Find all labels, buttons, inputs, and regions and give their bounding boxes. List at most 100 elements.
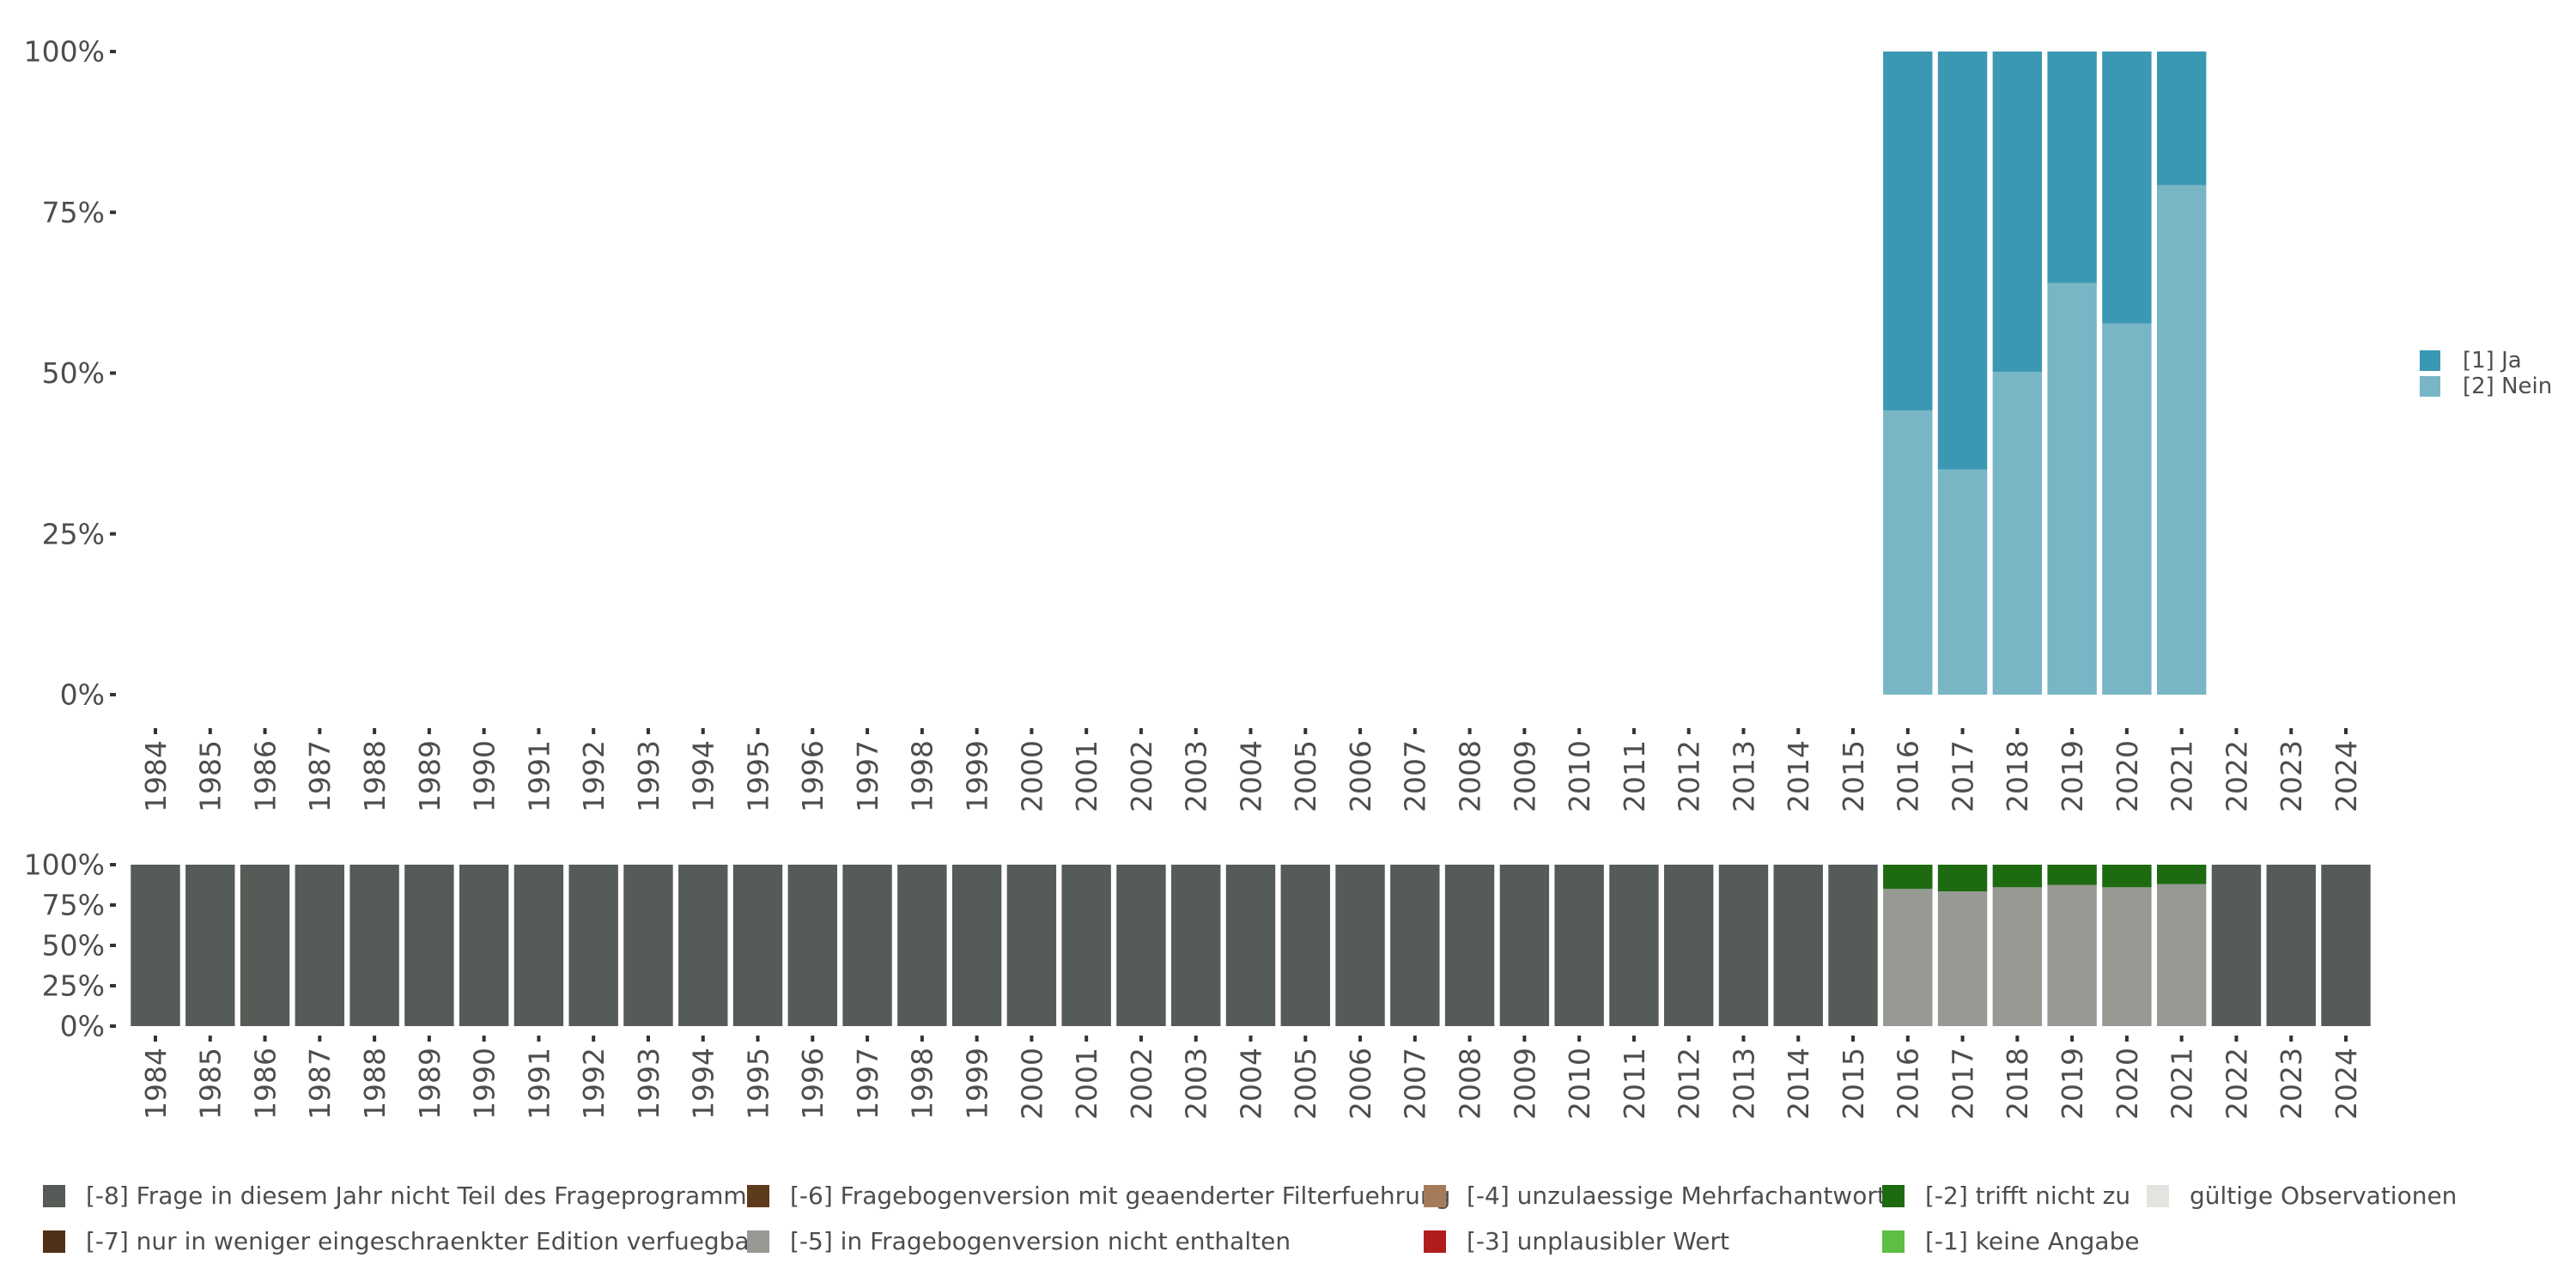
legend-key-5-in-fragebogenversion-nicht-enthalten: [747, 1230, 769, 1253]
x-tick-label: 2007: [1399, 740, 1432, 812]
x-tick-label: 2013: [1727, 740, 1760, 812]
x-tick-label: 2012: [1673, 1048, 1706, 1120]
legend-key-2-trifft-nicht-zu: [1882, 1185, 1905, 1207]
bar-2021-2-nein: [2156, 185, 2207, 696]
legend-key-gültige-observationen: [2147, 1185, 2169, 1207]
legend-label: gültige Observationen: [2190, 1182, 2457, 1210]
bar-2022-8-frage-in-diesem-jahr-nicht-teil-des-frageprogramms: [2211, 865, 2262, 1026]
legend-label: [-4] unzulaessige Mehrfachantwort: [1467, 1182, 1886, 1210]
legend-key-1-keine-angabe: [1882, 1230, 1905, 1253]
x-tick-label: 1999: [961, 740, 994, 812]
x-tick-label: 1994: [687, 1048, 720, 1120]
bar-2008-8-frage-in-diesem-jahr-nicht-teil-des-frageprogramms: [1444, 865, 1495, 1026]
x-tick-label: 1984: [139, 1048, 173, 1120]
y-tick-label: 75%: [42, 196, 105, 229]
x-tick-label: 1988: [358, 1048, 392, 1120]
bar-2016-2-trifft-nicht-zu: [1883, 865, 1933, 890]
legend-label: [-1] keine Angabe: [1925, 1227, 2140, 1255]
y-tick-label: 0%: [60, 678, 105, 712]
x-tick-label: 1998: [906, 740, 939, 812]
bar-2000-8-frage-in-diesem-jahr-nicht-teil-des-frageprogramms: [1006, 865, 1057, 1026]
x-tick-label: 2008: [1453, 1048, 1486, 1120]
x-tick-label: 2005: [1289, 740, 1322, 812]
x-tick-label: 1991: [522, 1048, 556, 1120]
bar-1997-8-frage-in-diesem-jahr-nicht-teil-des-frageprogramms: [842, 865, 892, 1026]
bar-2019-2-nein: [2047, 283, 2097, 695]
x-tick-label: 1997: [851, 1048, 884, 1120]
x-tick-label: 2002: [1125, 740, 1158, 812]
x-tick-label: 1990: [468, 740, 501, 812]
x-tick-label: 2016: [1892, 740, 1925, 812]
y-tick-label: 25%: [42, 969, 105, 1003]
bar-2017-2-trifft-nicht-zu: [1937, 865, 1988, 892]
bar-1994-8-frage-in-diesem-jahr-nicht-teil-des-frageprogramms: [678, 865, 728, 1026]
x-tick-label: 1991: [522, 740, 556, 812]
bar-1986-8-frage-in-diesem-jahr-nicht-teil-des-frageprogramms: [240, 865, 290, 1026]
x-tick-label: 2015: [1837, 1048, 1870, 1120]
x-tick-label: 1992: [577, 740, 611, 812]
bar-1992-8-frage-in-diesem-jahr-nicht-teil-des-frageprogramms: [568, 865, 618, 1026]
bar-2005-8-frage-in-diesem-jahr-nicht-teil-des-frageprogramms: [1280, 865, 1330, 1026]
y-tick-label: 100%: [24, 848, 105, 882]
x-tick-label: 1994: [687, 740, 720, 812]
x-tick-label: 1998: [906, 1048, 939, 1120]
bar-2020-2-nein: [2102, 323, 2152, 695]
x-tick-label: 2000: [1015, 740, 1048, 812]
bottom-chart-panel: 0% 25% 50% 75% 100% 1984 1985 1986 1987 1988 1989 1…: [24, 848, 2371, 1120]
x-tick-label: 2004: [1234, 740, 1267, 812]
bar-2004-8-frage-in-diesem-jahr-nicht-teil-des-frageprogramms: [1225, 865, 1276, 1026]
y-tick-label: 50%: [42, 356, 105, 390]
x-tick-label: 2012: [1673, 740, 1706, 812]
y-tick-label: 75%: [42, 889, 105, 922]
x-tick-label: 2019: [2056, 1048, 2089, 1120]
bar-2003-8-frage-in-diesem-jahr-nicht-teil-des-frageprogramms: [1171, 865, 1221, 1026]
x-tick-label: 2018: [2001, 1048, 2034, 1120]
x-tick-label: 2022: [2220, 740, 2253, 812]
x-tick-label: 2019: [2056, 740, 2089, 812]
x-tick-label: 2010: [1563, 1048, 1596, 1120]
x-tick-label: 2024: [2330, 1048, 2363, 1120]
x-tick-label: 2010: [1563, 740, 1596, 812]
bar-2020-1-ja: [2102, 52, 2152, 324]
legend-label: [-8] Frage in diesem Jahr nicht Teil des…: [86, 1182, 759, 1210]
bar-2013-8-frage-in-diesem-jahr-nicht-teil-des-frageprogramms: [1718, 865, 1769, 1026]
x-tick-label: 2021: [2166, 1048, 2199, 1120]
bar-2010-8-frage-in-diesem-jahr-nicht-teil-des-frageprogramms: [1554, 865, 1604, 1026]
x-tick-label: 2014: [1782, 740, 1815, 812]
top-chart-legend: [1] Ja[2] Nein: [2420, 348, 2552, 399]
x-tick-label: 1987: [303, 1048, 337, 1120]
x-tick-label: 2001: [1070, 1048, 1103, 1120]
legend-label: [1] Ja: [2463, 348, 2522, 374]
bar-1989-8-frage-in-diesem-jahr-nicht-teil-des-frageprogramms: [404, 865, 454, 1026]
legend-key-7-nur-in-weniger-eingeschraenkter-edition-verfuegbar: [43, 1230, 65, 1253]
y-tick-label: 0%: [60, 1010, 105, 1043]
x-tick-label: 2017: [1946, 740, 1979, 812]
x-tick-label: 2016: [1892, 1048, 1925, 1120]
bar-1984-8-frage-in-diesem-jahr-nicht-teil-des-frageprogramms: [131, 865, 180, 1026]
bar-2020-5-in-fragebogenversion-nicht-enthalten: [2102, 887, 2152, 1026]
bar-1985-8-frage-in-diesem-jahr-nicht-teil-des-frageprogramms: [185, 865, 235, 1026]
bar-2019-5-in-fragebogenversion-nicht-enthalten: [2047, 884, 2097, 1026]
legend-key-1-ja: [2420, 350, 2440, 371]
x-tick-label: 2003: [1180, 1048, 1213, 1120]
x-tick-label: 1985: [194, 740, 228, 812]
bar-1996-8-frage-in-diesem-jahr-nicht-teil-des-frageprogramms: [787, 865, 837, 1026]
bar-2014-8-frage-in-diesem-jahr-nicht-teil-des-frageprogramms: [1773, 865, 1823, 1026]
x-tick-label: 2007: [1399, 1048, 1432, 1120]
x-tick-label: 2011: [1618, 740, 1651, 812]
bar-1995-8-frage-in-diesem-jahr-nicht-teil-des-frageprogramms: [732, 865, 783, 1026]
bar-2018-2-nein: [1992, 372, 2043, 695]
bar-2016-1-ja: [1883, 52, 1933, 410]
legend-label: [-5] in Fragebogenversion nicht enthalte…: [790, 1227, 1291, 1255]
x-tick-label: 1985: [194, 1048, 228, 1120]
bar-2021-5-in-fragebogenversion-nicht-enthalten: [2156, 884, 2207, 1026]
bar-2001-8-frage-in-diesem-jahr-nicht-teil-des-frageprogramms: [1061, 865, 1111, 1026]
x-tick-label: 2004: [1234, 1048, 1267, 1120]
x-tick-label: 2017: [1946, 1048, 1979, 1120]
bar-1988-8-frage-in-diesem-jahr-nicht-teil-des-frageprogramms: [349, 865, 399, 1026]
legend-key-2-nein: [2420, 376, 2440, 397]
x-tick-label: 2011: [1618, 1048, 1651, 1120]
bar-2018-1-ja: [1992, 52, 2043, 373]
x-tick-label: 1984: [139, 740, 173, 812]
x-tick-label: 2024: [2330, 740, 2363, 812]
